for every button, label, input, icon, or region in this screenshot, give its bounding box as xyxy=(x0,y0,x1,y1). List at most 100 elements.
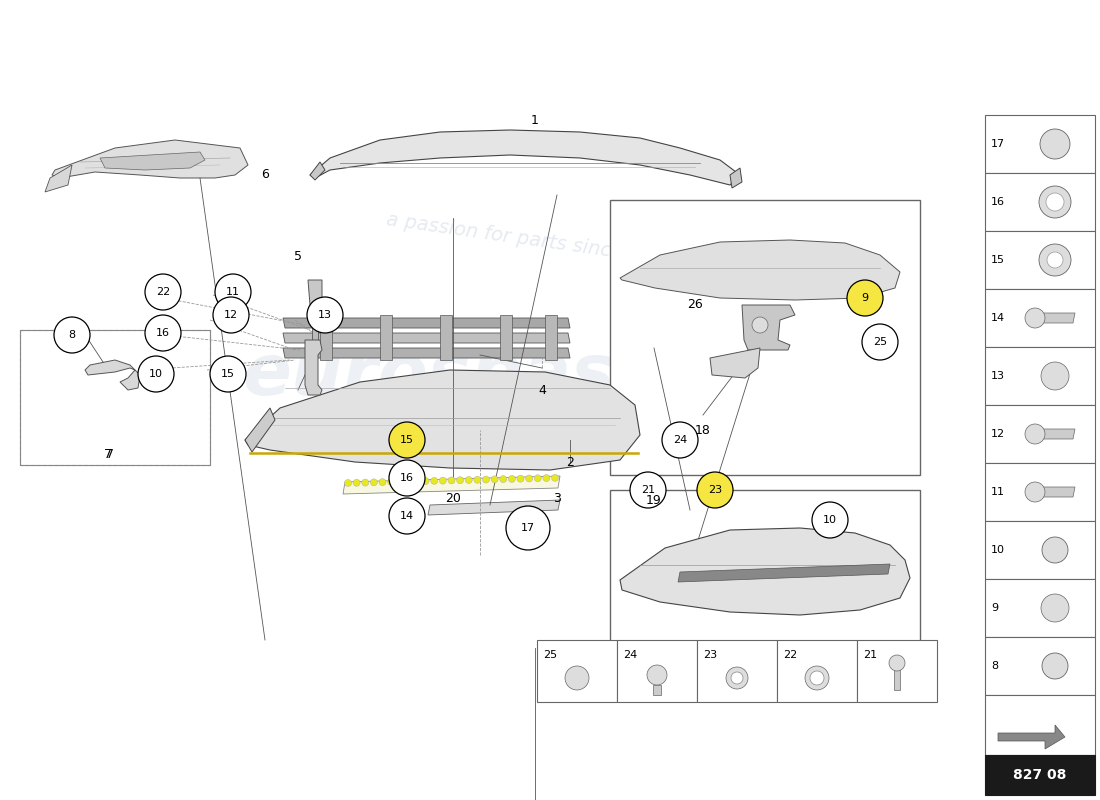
Text: 1: 1 xyxy=(531,114,539,126)
Polygon shape xyxy=(440,315,452,360)
Circle shape xyxy=(214,274,251,310)
Bar xyxy=(984,755,1094,795)
Circle shape xyxy=(474,476,481,483)
Circle shape xyxy=(526,475,532,482)
Circle shape xyxy=(535,474,541,482)
Circle shape xyxy=(1047,252,1063,268)
Bar xyxy=(984,231,1094,289)
Bar xyxy=(697,640,777,702)
Polygon shape xyxy=(710,348,760,378)
Circle shape xyxy=(145,315,182,351)
Text: 9: 9 xyxy=(991,603,998,613)
Text: 21: 21 xyxy=(641,485,656,495)
Circle shape xyxy=(465,477,472,483)
Text: 4: 4 xyxy=(538,383,546,397)
Circle shape xyxy=(371,479,377,486)
Circle shape xyxy=(379,478,386,486)
Text: 18: 18 xyxy=(695,423,711,437)
Text: 15: 15 xyxy=(400,435,414,445)
Bar xyxy=(984,405,1094,463)
Bar xyxy=(984,695,1094,755)
Text: 23: 23 xyxy=(708,485,722,495)
Text: 8: 8 xyxy=(991,661,998,671)
Circle shape xyxy=(732,672,742,684)
Text: 23: 23 xyxy=(703,650,717,660)
Text: 10: 10 xyxy=(991,545,1005,555)
Circle shape xyxy=(210,356,246,392)
Circle shape xyxy=(662,422,698,458)
Bar xyxy=(984,115,1094,173)
Circle shape xyxy=(508,475,516,482)
Polygon shape xyxy=(320,315,332,360)
Circle shape xyxy=(726,667,748,689)
Text: 14: 14 xyxy=(991,313,1005,323)
Bar xyxy=(610,490,920,665)
Circle shape xyxy=(1042,653,1068,679)
Polygon shape xyxy=(283,333,570,343)
Polygon shape xyxy=(45,165,72,192)
Polygon shape xyxy=(283,318,570,328)
Polygon shape xyxy=(245,370,640,470)
Bar xyxy=(984,637,1094,695)
Circle shape xyxy=(213,297,249,333)
Circle shape xyxy=(145,274,182,310)
Circle shape xyxy=(405,478,411,485)
Text: 25: 25 xyxy=(543,650,557,660)
Polygon shape xyxy=(52,140,248,178)
Circle shape xyxy=(362,479,369,486)
Polygon shape xyxy=(283,348,570,358)
Text: 24: 24 xyxy=(673,435,688,445)
Text: 2: 2 xyxy=(566,455,574,469)
Text: 16: 16 xyxy=(400,473,414,483)
Bar xyxy=(20,330,210,465)
Circle shape xyxy=(630,472,666,508)
Circle shape xyxy=(647,665,667,685)
Circle shape xyxy=(387,478,395,486)
Bar xyxy=(984,347,1094,405)
Circle shape xyxy=(1040,244,1071,276)
Bar xyxy=(984,521,1094,579)
Polygon shape xyxy=(544,315,557,360)
Polygon shape xyxy=(100,152,205,170)
Text: 10: 10 xyxy=(148,369,163,379)
Circle shape xyxy=(499,476,507,482)
Polygon shape xyxy=(998,725,1065,749)
Text: 26: 26 xyxy=(688,298,703,311)
Text: 22: 22 xyxy=(783,650,798,660)
Text: 11: 11 xyxy=(991,487,1005,497)
Polygon shape xyxy=(343,476,560,494)
Circle shape xyxy=(752,317,768,333)
Circle shape xyxy=(1042,537,1068,563)
Bar xyxy=(20,330,210,465)
Text: 19: 19 xyxy=(646,494,662,506)
Text: 10: 10 xyxy=(823,515,837,525)
Circle shape xyxy=(353,479,360,486)
Circle shape xyxy=(1025,424,1045,444)
Bar xyxy=(984,463,1094,521)
Circle shape xyxy=(543,474,550,482)
Circle shape xyxy=(389,422,425,458)
Text: 14: 14 xyxy=(400,511,414,521)
Circle shape xyxy=(456,477,463,484)
Polygon shape xyxy=(305,340,322,395)
Polygon shape xyxy=(678,564,890,582)
Circle shape xyxy=(805,666,829,690)
Polygon shape xyxy=(620,528,910,615)
Polygon shape xyxy=(1031,487,1075,497)
Text: 8: 8 xyxy=(68,330,76,340)
Bar xyxy=(984,173,1094,231)
Text: 7: 7 xyxy=(106,449,114,462)
Text: a passion for parts since 1985: a passion for parts since 1985 xyxy=(385,210,680,270)
Text: 15: 15 xyxy=(991,255,1005,265)
Circle shape xyxy=(138,356,174,392)
Circle shape xyxy=(491,476,498,483)
Circle shape xyxy=(414,478,420,485)
Text: 16: 16 xyxy=(991,197,1005,207)
Circle shape xyxy=(551,474,559,482)
Circle shape xyxy=(1041,594,1069,622)
Polygon shape xyxy=(742,305,795,350)
Circle shape xyxy=(812,502,848,538)
Polygon shape xyxy=(312,300,318,345)
Circle shape xyxy=(448,477,455,484)
Polygon shape xyxy=(894,665,900,690)
